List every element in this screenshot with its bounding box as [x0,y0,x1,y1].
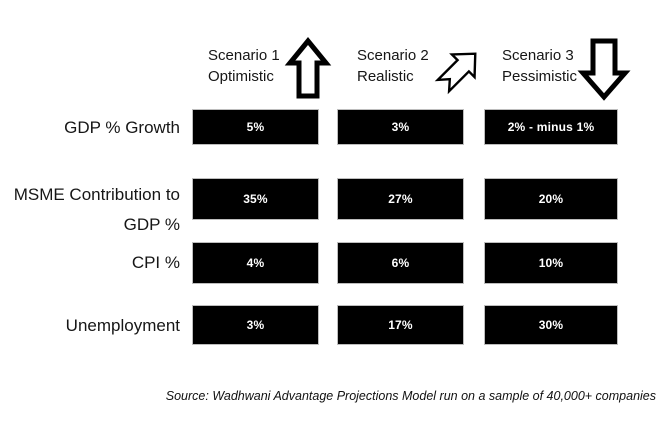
row-label-msme-contribution: MSME Contribution to GDP % [14,180,180,240]
column-title: Scenario 3 [502,47,574,64]
up-right-arrow-icon [430,41,488,99]
row-label-line-1: MSME Contribution to [13,185,180,204]
value-cell-unemployment-scenario-3: 30% [484,305,618,345]
column-title: Scenario 2 [357,47,429,64]
column-header-scenario-3: Scenario 3 Pessimistic [502,45,577,87]
column-subtitle: Optimistic [208,68,274,85]
value-cell-msme-scenario-1: 35% [192,178,319,220]
row-label-gdp-growth: GDP % Growth [64,118,180,137]
value-cell-msme-scenario-2: 27% [337,178,464,220]
value-cell-unemployment-scenario-2: 17% [337,305,464,345]
up-arrow-icon [284,37,332,99]
row-label-unemployment: Unemployment [65,316,180,335]
column-title: Scenario 1 [208,47,280,64]
row-label-cpi: CPI % [131,253,180,272]
column-header-scenario-1: Scenario 1 Optimistic [208,45,280,87]
column-subtitle: Realistic [357,68,414,85]
value-cell-msme-scenario-3: 20% [484,178,618,220]
row-label-line-2: GDP % [123,215,180,234]
column-subtitle: Pessimistic [502,68,578,85]
down-arrow-icon [577,38,631,101]
value-cell-cpi-scenario-1: 4% [192,242,319,284]
value-cell-unemployment-scenario-1: 3% [192,305,319,345]
value-cell-gdp-scenario-2: 3% [337,109,464,145]
value-cell-cpi-scenario-2: 6% [337,242,464,284]
column-header-scenario-2: Scenario 2 Realistic [357,45,429,87]
source-note: Source: Wadhwani Advantage Projections M… [165,389,656,403]
value-cell-gdp-scenario-3: 2% - minus 1% [484,109,618,145]
value-cell-gdp-scenario-1: 5% [192,109,319,145]
value-cell-cpi-scenario-3: 10% [484,242,618,284]
